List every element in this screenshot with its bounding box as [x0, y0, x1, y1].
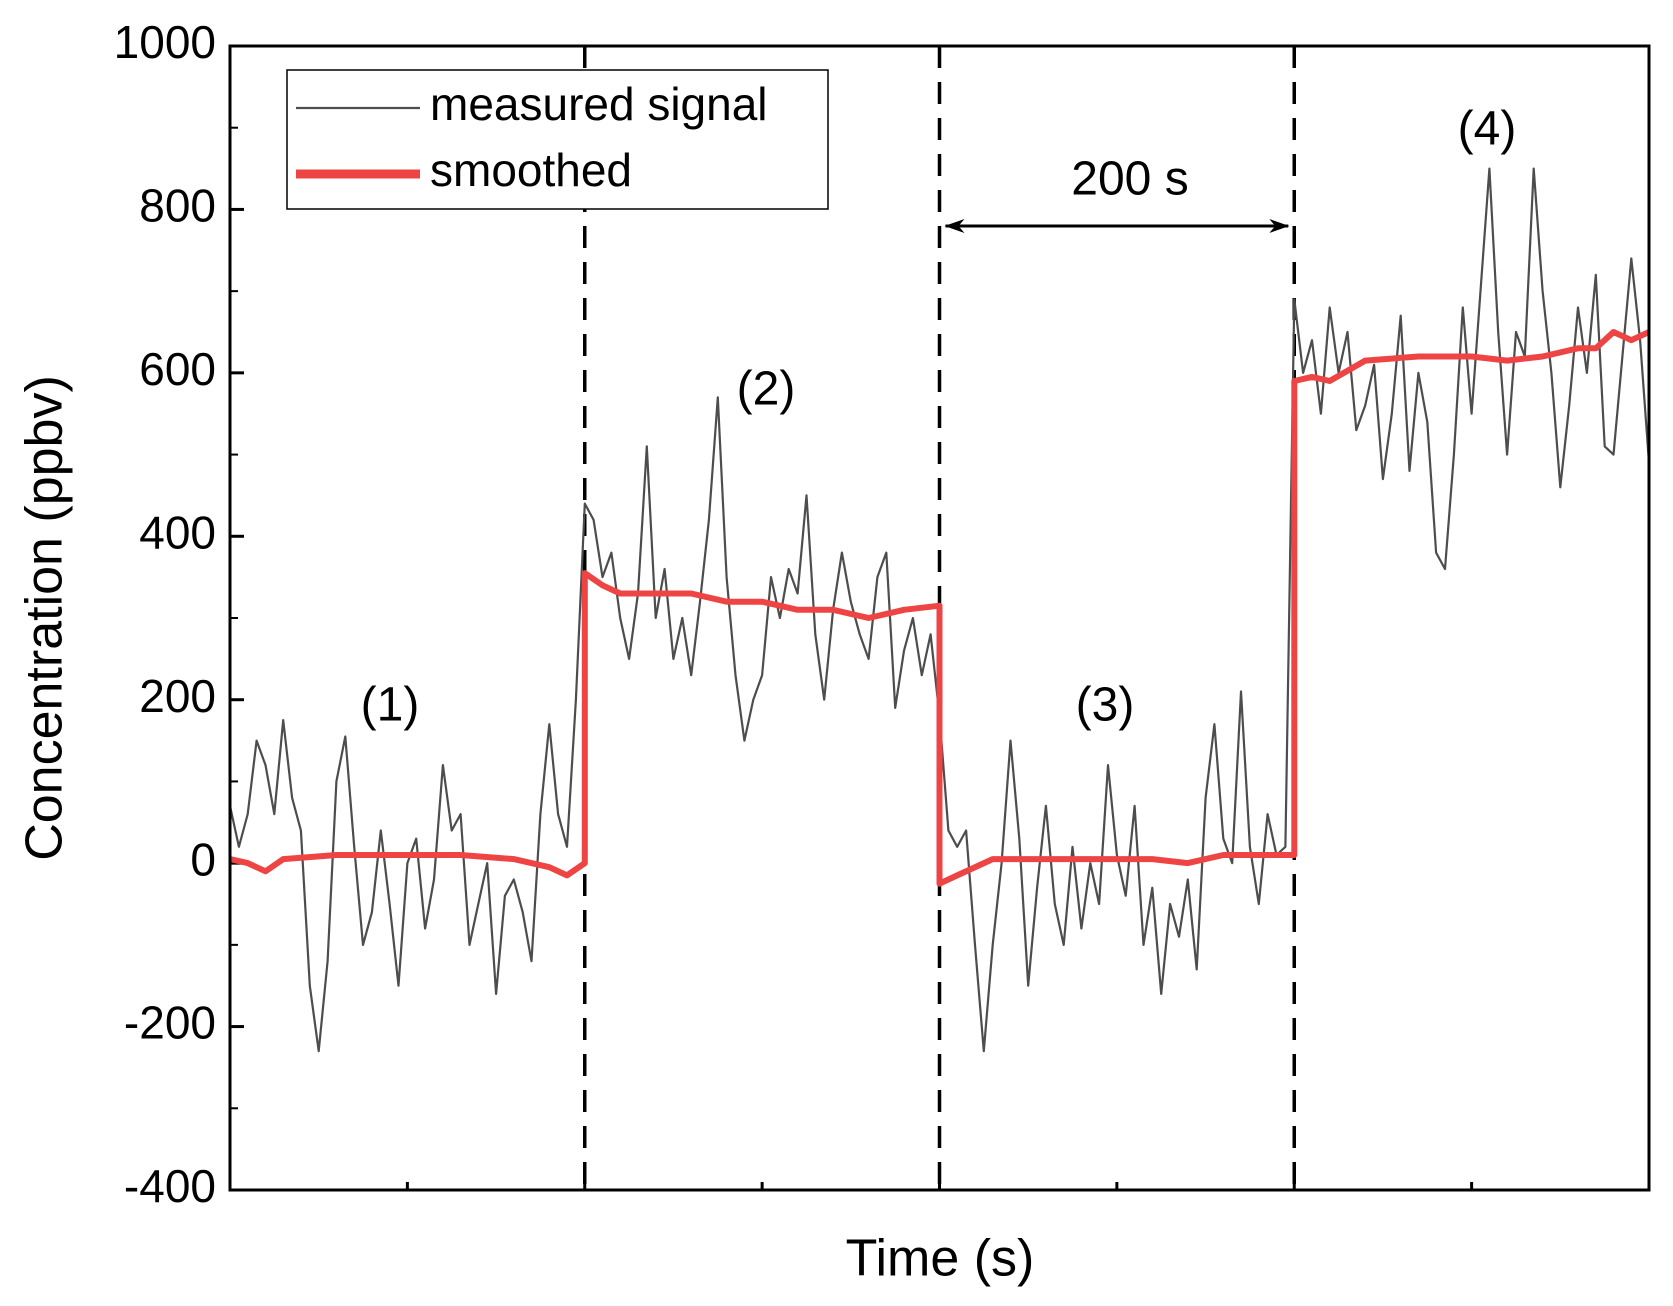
annotation: 200 s: [1071, 153, 1188, 206]
y-axis-label: Concentration (ppbv): [16, 375, 74, 861]
annotation: (3): [1076, 679, 1135, 732]
y-tick-label: 1000: [114, 16, 216, 68]
legend-label: measured signal: [430, 78, 768, 130]
x-axis-label: Time (s): [846, 1230, 1035, 1288]
y-tick-label: 600: [139, 343, 216, 395]
y-tick-label: 800: [139, 180, 216, 232]
plot-frame: [228, 44, 1651, 1192]
legend-box: [286, 69, 829, 210]
annotation: (4): [1458, 103, 1517, 156]
y-tick-label: -400: [124, 1160, 216, 1212]
y-tick-label: -200: [124, 997, 216, 1049]
y-tick-label: 400: [139, 506, 216, 558]
legend-label: smoothed: [430, 144, 632, 196]
series-line: [229, 329, 1651, 887]
y-tick-label: 200: [139, 670, 216, 722]
annotation: (1): [361, 679, 420, 732]
y-tick-label: 0: [190, 833, 216, 885]
annotation: (2): [737, 363, 796, 416]
